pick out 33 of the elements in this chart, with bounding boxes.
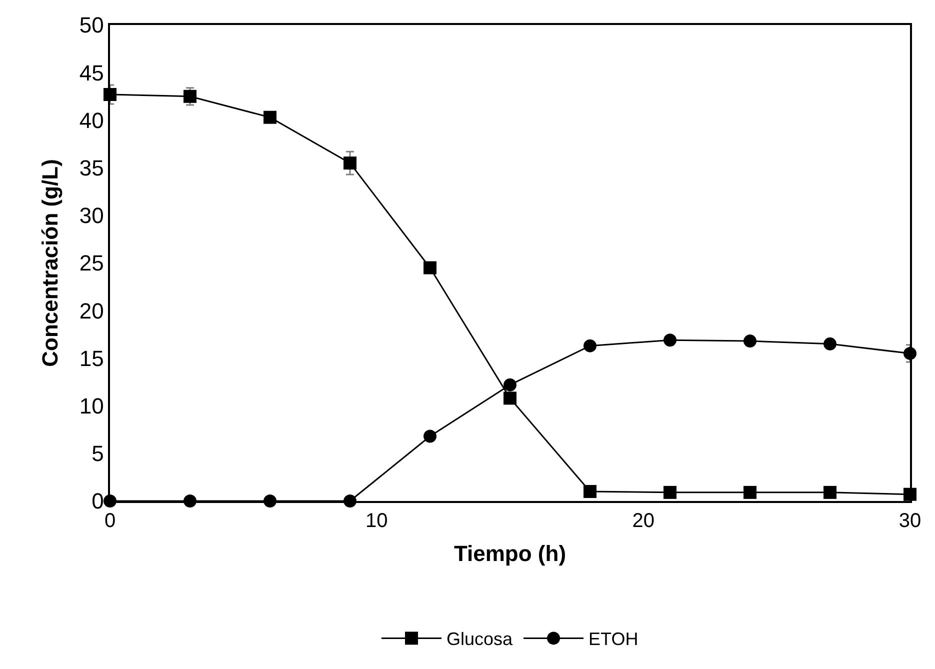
point (664, 486, 676, 499)
point (744, 486, 756, 499)
point (424, 430, 436, 443)
point (744, 334, 756, 348)
y-tick-label: 25 (79, 250, 104, 276)
y-tick-label: 10 (79, 394, 104, 418)
x-tick-label: 10 (366, 510, 388, 532)
y-tick-label: 0 (92, 488, 104, 514)
point (344, 156, 356, 170)
x-tick-label: 30 (898, 510, 922, 532)
y-tick-label: 30 (79, 203, 104, 228)
y-tick-label: 20 (79, 298, 104, 324)
y-tick-label: 15 (79, 346, 104, 371)
x-axis-title: Tiempo (h) (454, 541, 566, 566)
legend-label: Glucosa (446, 629, 514, 650)
y-tick-label: 40 (79, 108, 104, 133)
point (184, 90, 196, 103)
y-tick-label: 45 (79, 60, 104, 86)
point (824, 337, 836, 350)
legend-label: ETOH (588, 629, 638, 650)
point (584, 484, 596, 498)
y-tick-label: 5 (92, 441, 104, 466)
y-tick-label: 35 (79, 156, 104, 180)
point (824, 486, 836, 499)
point (424, 261, 436, 274)
x-tick-label: 20 (632, 510, 654, 532)
point (664, 334, 676, 347)
point (584, 339, 596, 352)
point (504, 378, 516, 392)
y-tick-label: 50 (79, 12, 104, 38)
point (504, 392, 516, 405)
point (264, 110, 276, 124)
y-axis-title: Concentración (g/L) (38, 159, 63, 367)
